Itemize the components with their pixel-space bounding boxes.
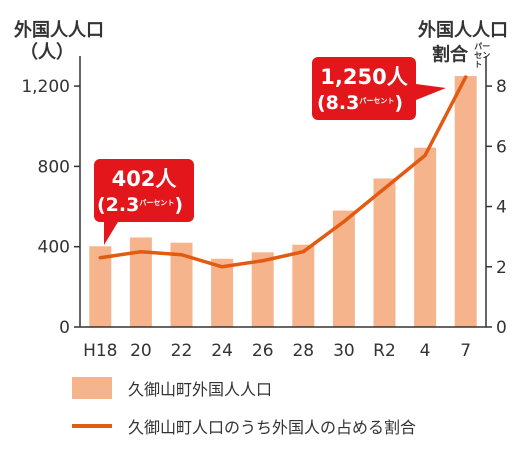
callout-percent-value: (2.3 bbox=[97, 194, 139, 216]
left-axis-title-line2: （人） bbox=[20, 42, 74, 63]
callout-box bbox=[94, 159, 194, 222]
legend-bar-swatch bbox=[72, 377, 112, 399]
right-tick-label: 6 bbox=[496, 137, 507, 157]
x-tick-label-7: 7 bbox=[460, 341, 471, 361]
callout-percent: (8.3パーセント) bbox=[317, 92, 403, 114]
line-point-H18 bbox=[99, 256, 102, 259]
x-tick-label-26: 26 bbox=[252, 341, 274, 361]
callout-pointer bbox=[416, 84, 446, 100]
line-point-30 bbox=[342, 220, 346, 223]
left-axis-title: 外国人人口 （人） bbox=[14, 20, 104, 64]
bar-22 bbox=[170, 242, 193, 327]
x-tick-label-R2: R2 bbox=[373, 341, 396, 361]
bar-4 bbox=[414, 147, 437, 327]
right-tick-label: 4 bbox=[496, 198, 507, 218]
bar-20 bbox=[129, 237, 152, 327]
right-tick-label: 8 bbox=[496, 77, 507, 97]
legend-line-label: 久御山町人口のうち外国人の占める割合 bbox=[128, 418, 417, 437]
callout-percent-close: ) bbox=[394, 92, 403, 114]
left-tick-label: 400 bbox=[38, 238, 70, 258]
bar-24 bbox=[211, 258, 234, 327]
left-tick-label: 800 bbox=[38, 157, 70, 177]
callout-percent: (2.3パーセント) bbox=[97, 194, 183, 216]
right-axis-title-line1: 外国人人口 bbox=[418, 20, 508, 41]
line-series bbox=[98, 75, 468, 269]
line-point-7 bbox=[464, 75, 467, 79]
x-tick-label-24: 24 bbox=[211, 341, 233, 361]
bar-30 bbox=[332, 210, 355, 327]
line-point-20 bbox=[139, 250, 143, 253]
callout-percent-unit: パーセント bbox=[139, 198, 174, 207]
bar-H18 bbox=[89, 246, 112, 327]
bar-7 bbox=[454, 76, 477, 327]
x-tick-label-30: 30 bbox=[333, 341, 355, 361]
right-axis-title: 外国人人口 割合 パーセント bbox=[418, 20, 508, 69]
left-tick-label: 0 bbox=[59, 318, 70, 338]
right-axis-title-line2: 割合 bbox=[432, 44, 468, 66]
legend-line-swatch bbox=[72, 424, 112, 428]
line-point-26 bbox=[261, 259, 264, 262]
left-tick-label: 1,200 bbox=[21, 77, 70, 97]
bar-26 bbox=[251, 252, 274, 327]
line-point-4 bbox=[423, 154, 427, 157]
x-tick-label-28: 28 bbox=[292, 341, 314, 361]
right-axis-title-unit: パーセント bbox=[474, 42, 491, 69]
x-tick-label-4: 4 bbox=[420, 341, 431, 361]
left-axis-title-line1: 外国人人口 bbox=[14, 20, 104, 41]
legend-bar: 久御山町外国人人口 bbox=[72, 376, 272, 400]
line-point-R2 bbox=[383, 187, 386, 190]
callout-count: 402人 bbox=[112, 167, 177, 191]
callout-pointer bbox=[104, 222, 118, 245]
callout-count: 1,250人 bbox=[320, 65, 407, 89]
x-tick-label-22: 22 bbox=[171, 341, 193, 361]
x-tick-label-20: 20 bbox=[130, 341, 152, 361]
right-tick-label: 2 bbox=[496, 258, 507, 278]
bar-28 bbox=[292, 244, 315, 327]
x-tick-label-H18: H18 bbox=[83, 341, 117, 361]
bar-R2 bbox=[373, 178, 396, 327]
legend-bar-label: 久御山町外国人人口 bbox=[128, 380, 273, 399]
line-point-28 bbox=[302, 250, 305, 253]
callout-box bbox=[312, 57, 416, 120]
callout-percent-unit: パーセント bbox=[359, 96, 394, 105]
legend-line: 久御山町人口のうち外国人の占める割合 bbox=[72, 414, 416, 438]
right-tick-label: 0 bbox=[496, 318, 507, 338]
callout-percent-close: ) bbox=[174, 194, 183, 216]
line-point-24 bbox=[220, 265, 224, 268]
line-point-22 bbox=[180, 253, 183, 256]
callout-percent-value: (8.3 bbox=[317, 92, 359, 114]
